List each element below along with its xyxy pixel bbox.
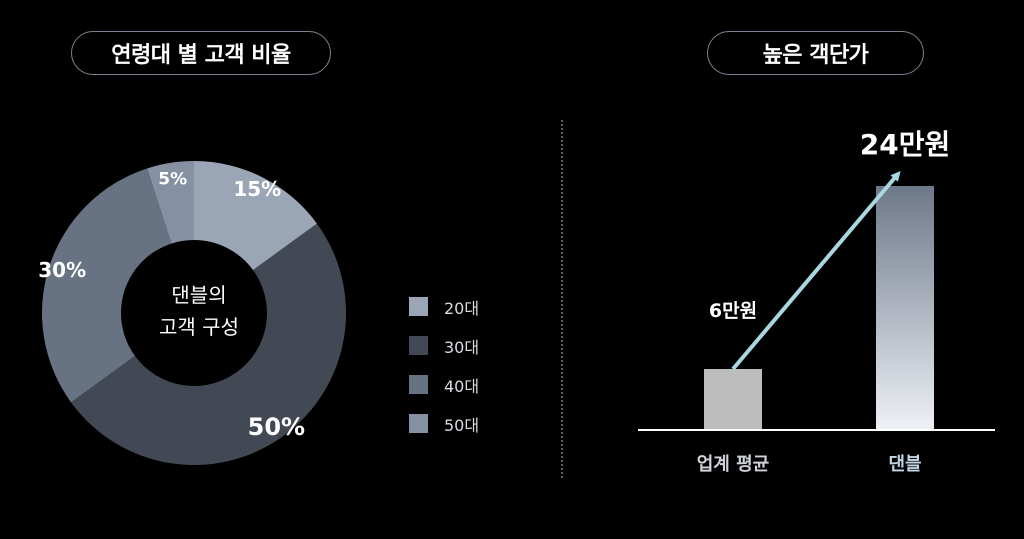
- legend-label-50s: 50대: [444, 415, 480, 435]
- donut-center-line-1: 댄블의: [171, 283, 226, 307]
- legend-item-50s: 50대: [409, 414, 480, 435]
- value-label-danbl: 24만원: [860, 128, 951, 161]
- donut-label-30s: 50%: [248, 413, 305, 441]
- legend-swatch-30s: [409, 336, 428, 355]
- legend-swatch-20s: [409, 297, 428, 316]
- donut-center-label: 댄블의 고객 구성: [159, 283, 239, 339]
- legend-swatch-50s: [409, 414, 428, 433]
- legend-label-20s: 20대: [444, 298, 480, 318]
- bar-danbl: [876, 186, 934, 430]
- donut-slice-40s: [42, 168, 172, 403]
- age-legend: 20대 30대 40대 50대: [409, 297, 479, 453]
- spend-bar-chart: 업계 평균 댄블 6만원 24만원: [638, 128, 995, 475]
- growth-arrow: [731, 170, 901, 371]
- age-donut-chart: 15% 50% 30% 5%: [38, 161, 346, 465]
- donut-label-50s: 5%: [158, 169, 187, 189]
- bar-industry-average: [704, 369, 762, 430]
- donut-slice-30s: [71, 223, 346, 465]
- legend-label-40s: 40대: [444, 376, 480, 396]
- donut-center-line-2: 고객 구성: [159, 315, 239, 339]
- legend-item-20s: 20대: [409, 297, 480, 318]
- donut-label-20s: 15%: [233, 177, 281, 201]
- donut-slice-20s: [194, 161, 317, 271]
- age-ratio-title: 연령대 별 고객 비율: [71, 31, 331, 75]
- section-divider: [561, 120, 563, 478]
- category-label-industry: 업계 평균: [697, 454, 770, 475]
- legend-label-30s: 30대: [444, 337, 480, 357]
- donut-slice-50s: [147, 161, 194, 244]
- category-label-danbl: 댄블: [888, 454, 921, 475]
- legend-swatch-40s: [409, 375, 428, 394]
- high-spend-title-text: 높은 객단가: [762, 43, 869, 68]
- legend-item-30s: 30대: [409, 336, 480, 357]
- value-label-industry: 6만원: [709, 300, 757, 322]
- high-spend-title: 높은 객단가: [707, 31, 924, 75]
- legend-item-40s: 40대: [409, 375, 480, 396]
- donut-label-40s: 30%: [38, 258, 86, 282]
- age-ratio-title-text: 연령대 별 고객 비율: [111, 43, 291, 68]
